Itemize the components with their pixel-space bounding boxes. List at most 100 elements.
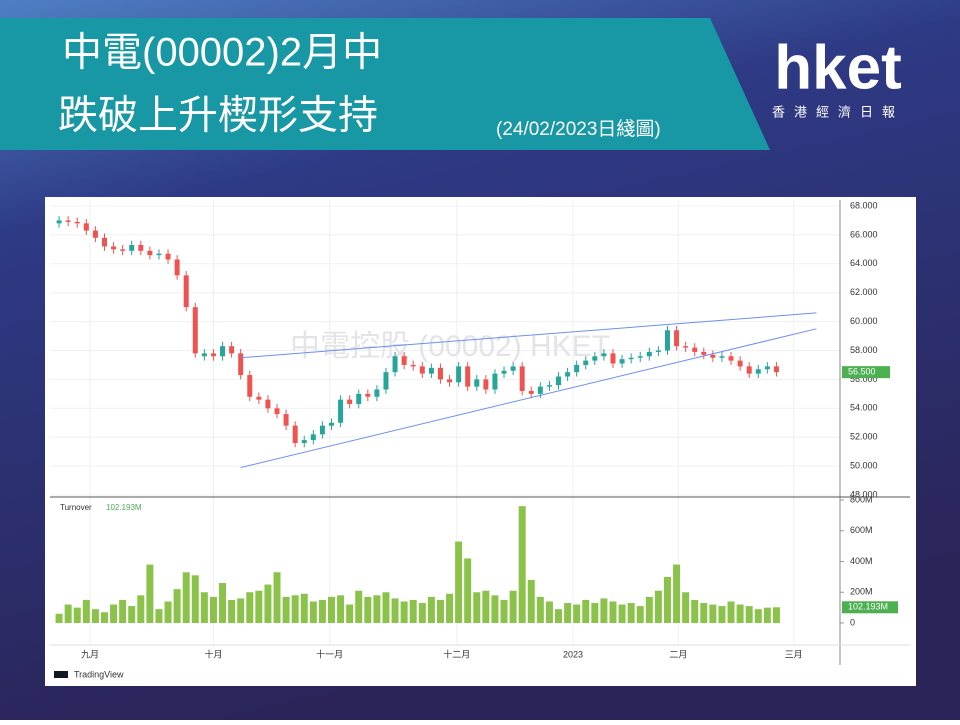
- watermark: 中電控股 (00002) HKET: [290, 330, 610, 363]
- volume-bar: [64, 604, 72, 623]
- volume-bar: [219, 583, 227, 623]
- volume-bar: [146, 564, 154, 623]
- candle-body: [719, 356, 725, 358]
- y-tick-label: 60.000: [850, 316, 878, 326]
- candle-body: [265, 399, 271, 409]
- volume-bar: [555, 609, 563, 623]
- logo-subtitle: 香港經濟日報: [772, 104, 904, 119]
- candle-body: [165, 253, 171, 260]
- last-volume-label: 102.193M: [848, 602, 888, 612]
- candle-body: [101, 237, 107, 247]
- volume-bar: [491, 595, 499, 623]
- candle-body: [565, 372, 571, 377]
- candle-body: [83, 223, 89, 231]
- candle-body: [437, 367, 443, 380]
- candle-body: [301, 440, 307, 443]
- candle-body: [183, 275, 189, 308]
- candle-body: [465, 366, 471, 387]
- volume-bar: [337, 595, 345, 623]
- volume-bar: [73, 607, 81, 623]
- volume-bar: [255, 590, 263, 623]
- candle-body: [238, 353, 244, 376]
- x-tick-label: 二月: [669, 649, 687, 659]
- volume-bar: [745, 606, 753, 623]
- volume-bar: [573, 604, 581, 623]
- volume-bar: [400, 601, 408, 623]
- candle-body: [201, 353, 207, 357]
- y-tick-label: 58.000: [850, 345, 878, 355]
- x-tick-label: 三月: [785, 649, 803, 659]
- volume-bar: [700, 603, 708, 623]
- candle-body: [737, 360, 743, 367]
- candle-body: [674, 330, 680, 347]
- volume-bar: [264, 584, 272, 623]
- candle-body: [574, 364, 580, 373]
- chart: 68.000 66.000 64.000 62.000 60.000 58.000 56.0…: [50, 200, 910, 679]
- volume-bar: [709, 604, 717, 623]
- candle-body: [410, 364, 416, 367]
- source-logo: [54, 671, 68, 678]
- volume-bar: [772, 607, 780, 623]
- candle-body: [319, 425, 325, 435]
- candle-body: [710, 354, 716, 358]
- candle-body: [583, 360, 589, 365]
- candle-body: [519, 366, 525, 391]
- candle-body: [628, 357, 634, 360]
- volume-bar: [654, 590, 662, 623]
- title-banner: [0, 18, 770, 150]
- candle-body: [365, 393, 371, 397]
- y-tick-label: 48.000: [850, 489, 878, 499]
- volume-bar: [673, 564, 681, 623]
- candle-body: [138, 245, 144, 251]
- volume-bar: [727, 601, 735, 623]
- candle-body: [120, 249, 126, 251]
- volume-bar: [691, 599, 699, 623]
- volume-bar: [91, 609, 99, 623]
- volume-bar: [763, 607, 771, 623]
- candle-body: [692, 347, 698, 352]
- volume-bar: [110, 604, 118, 623]
- volume-bar: [536, 596, 544, 623]
- candle-body: [328, 422, 334, 426]
- candle-body: [210, 353, 216, 357]
- volume-bar: [464, 558, 472, 623]
- candle-body: [428, 367, 434, 374]
- volume-bar: [82, 599, 90, 623]
- candle-body: [56, 220, 62, 224]
- volume-bar: [754, 609, 762, 623]
- volume-bar: [545, 601, 553, 623]
- volume-bar: [663, 576, 671, 623]
- volume-bar: [582, 599, 590, 623]
- last-volume-tag: [842, 601, 898, 614]
- volume-bar: [373, 595, 381, 623]
- candle-body: [220, 346, 226, 357]
- volume-bar: [100, 612, 108, 623]
- volume-bar: [346, 604, 354, 623]
- volume-bar: [200, 592, 208, 623]
- candle-body: [537, 386, 543, 394]
- volume-bar: [209, 596, 217, 623]
- trendline: [240, 312, 817, 359]
- volume-bar: [164, 601, 172, 623]
- volume-bar: [355, 590, 363, 623]
- trendline: [240, 328, 817, 469]
- candle-body: [456, 366, 462, 383]
- candle-body: [347, 399, 353, 404]
- volume-bar: [273, 572, 281, 623]
- candle-body: [746, 366, 752, 374]
- candle-body: [764, 366, 770, 370]
- candle-body: [383, 372, 389, 390]
- candle-body: [474, 379, 480, 387]
- volume-tick-label: 0: [850, 617, 855, 627]
- volume-tick-label: 600M: [850, 525, 873, 535]
- volume-bar: [518, 506, 526, 623]
- volume-bar: [282, 596, 290, 623]
- candle-body: [701, 351, 707, 355]
- volume-bar: [564, 603, 572, 623]
- candle-body: [401, 356, 407, 365]
- volume-bar: [155, 609, 163, 623]
- candle-body: [374, 389, 380, 397]
- volume-bar: [327, 596, 335, 623]
- last-price-label: 56.500: [848, 367, 876, 377]
